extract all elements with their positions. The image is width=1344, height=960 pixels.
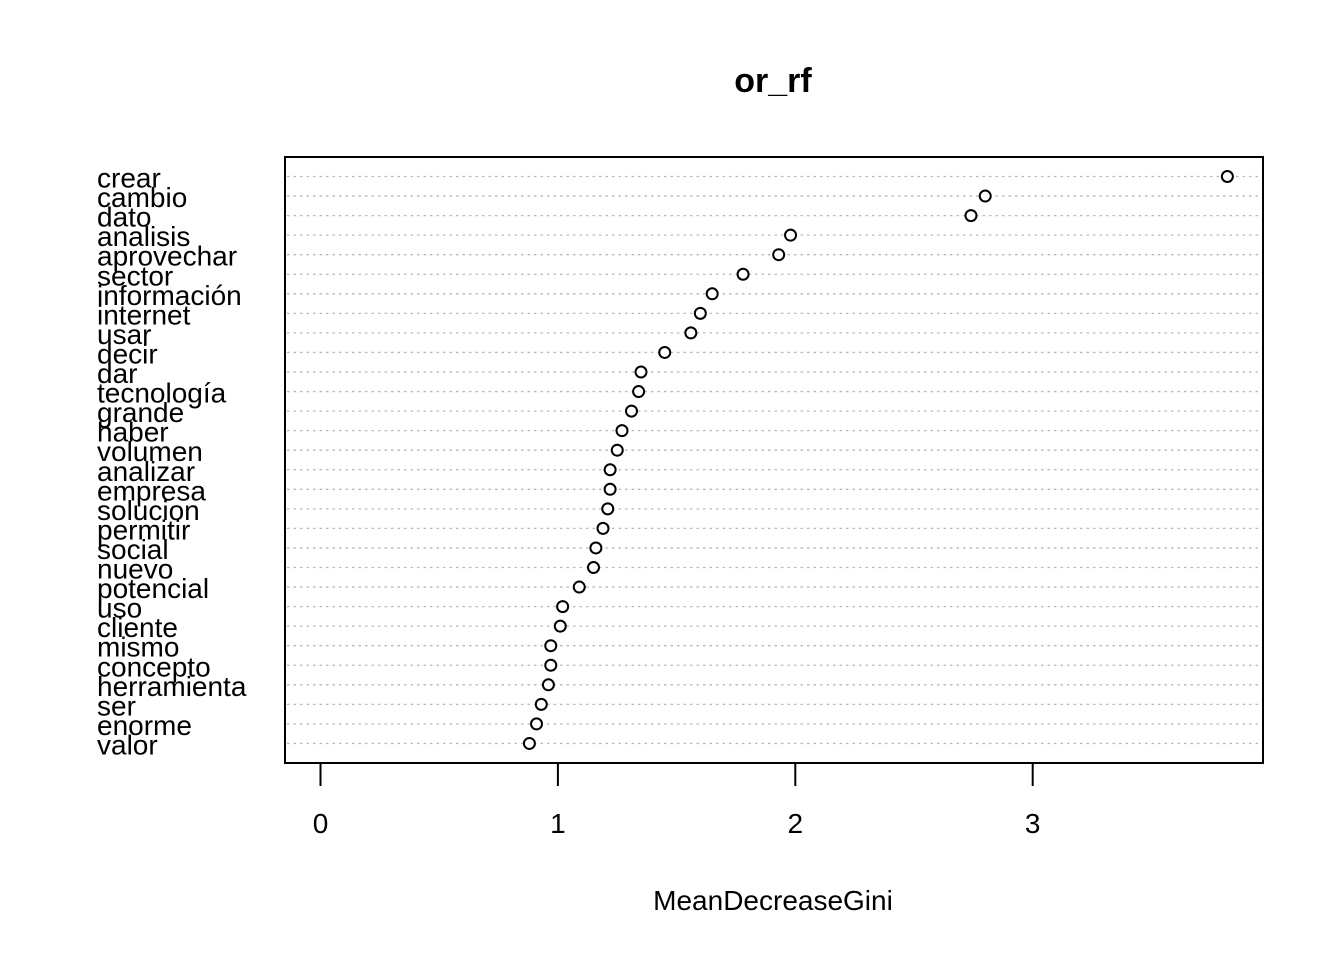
y-tick-label: sector [97,260,173,291]
data-point [603,482,617,496]
y-tick-label: internet [97,299,191,330]
y-tick-label: analizar [97,456,195,487]
data-point [1220,170,1234,183]
data-point [772,248,786,262]
y-tick-label: volumen [97,436,203,467]
data-point [589,541,603,555]
data-point [615,424,629,438]
y-tick-label: enorme [97,710,192,741]
y-axis-labels: crearcambiodatoanalisisaprovecharsectori… [97,163,247,761]
x-tick-label: 0 [313,808,329,839]
y-tick-label: información [97,280,242,311]
y-tick-label: crear [97,163,161,194]
data-point [603,463,617,477]
data-point [978,189,992,203]
y-tick-label: uso [97,593,142,624]
data-point [736,267,750,281]
data-point [784,228,798,242]
plot-frame [284,156,1264,764]
y-tick-label: analisis [97,221,190,252]
y-tick-label: ser [97,690,136,721]
x-axis-label: MeanDecreaseGini [653,885,893,916]
data-points [522,170,1234,750]
data-point [684,326,698,340]
data-point [544,639,558,653]
data-point [693,306,707,320]
y-tick-label: empresa [97,475,206,506]
chart-title: or_rf [734,62,812,100]
y-tick-label: usar [97,319,151,350]
y-tick-label: potencial [97,573,209,604]
data-point [632,385,646,399]
y-tick-label: aprovechar [97,241,237,272]
y-tick-label: valor [97,729,158,760]
data-point [522,736,536,750]
y-tick-label: grande [97,397,184,428]
x-axis: 0 1 2 3 [313,762,1041,839]
y-tick-label: social [97,534,169,565]
y-tick-label: solucion [97,495,200,526]
data-point [587,561,601,574]
y-tick-label: cambio [97,182,187,213]
data-point [658,345,672,359]
y-tick-label: dar [97,358,137,389]
data-point [596,521,610,535]
y-tick-label: tecnología [97,378,227,409]
y-tick-label: dato [97,202,152,233]
data-point [634,365,648,379]
data-point [572,580,586,594]
y-tick-label: herramienta [97,671,247,702]
data-point [556,600,570,614]
y-tick-label: cliente [97,612,178,643]
data-point [530,717,544,731]
x-tick-label: 3 [1025,808,1041,839]
data-point [601,502,615,516]
x-tick-label: 2 [788,808,804,839]
data-point [610,443,624,457]
x-tick-label: 1 [550,808,566,839]
y-tick-label: decir [97,338,158,369]
data-point [624,404,638,418]
y-tick-label: permitir [97,514,190,545]
y-tick-label: haber [97,417,169,448]
data-point [544,658,558,672]
data-point [705,287,719,301]
grid-lines [287,175,1261,745]
data-point [534,697,548,711]
y-tick-label: mismo [97,632,179,663]
data-point [553,619,567,633]
y-tick-label: concepto [97,651,211,682]
data-point [541,678,555,692]
data-point [964,209,978,223]
y-tick-label: nuevo [97,554,173,585]
